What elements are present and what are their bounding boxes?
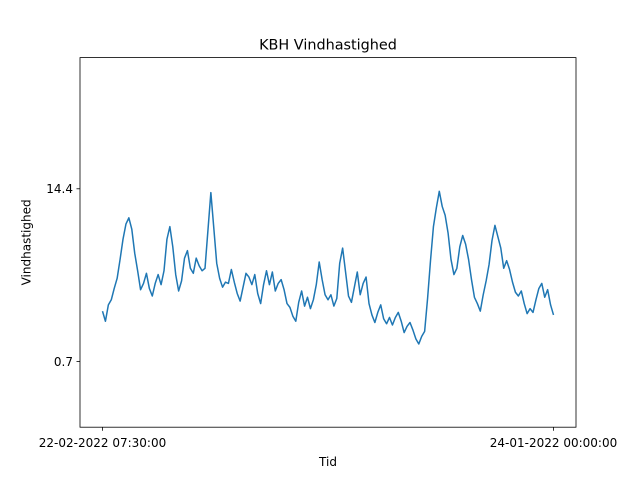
y-axis: 0.7 14.4 bbox=[46, 182, 80, 369]
x-tick-label: 22-02-2022 07:30:00 bbox=[39, 436, 166, 450]
plot-frame bbox=[79, 57, 577, 428]
chart-title: KBH Vindhastighed bbox=[259, 38, 397, 54]
y-axis-label: Vindhastighed bbox=[20, 199, 34, 285]
x-tick-label: 24-01-2022 00:00:00 bbox=[490, 436, 617, 450]
x-axis: 22-02-2022 07:30:00 24-01-2022 00:00:00 bbox=[39, 427, 617, 450]
series-line-0 bbox=[101, 190, 555, 345]
x-axis-label: Tid bbox=[318, 455, 337, 469]
plot-area bbox=[80, 57, 576, 428]
y-tick-label: 14.4 bbox=[46, 182, 73, 196]
y-tick-label: 0.7 bbox=[54, 355, 73, 369]
series-layer bbox=[101, 190, 555, 345]
